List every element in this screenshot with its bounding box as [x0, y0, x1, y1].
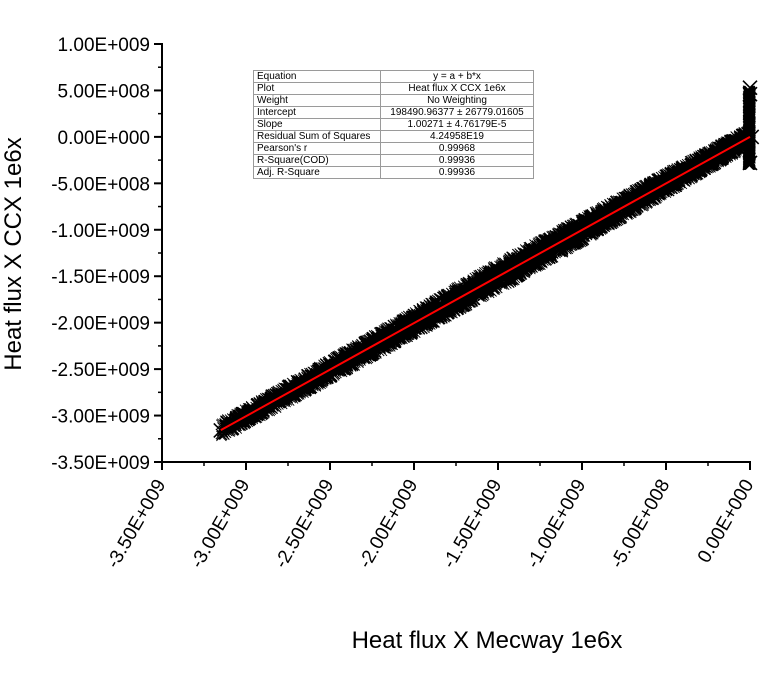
fit-table-value: 0.99968 — [380, 142, 534, 155]
x-tick-label: -1.50E+009 — [439, 476, 507, 572]
x-tick-label: 0.00E+000 — [694, 476, 758, 567]
fit-table-row: Adj. R-Square 0.99936 — [253, 166, 534, 179]
x-tick-label: -3.00E+009 — [187, 476, 255, 572]
x-tick-label: -3.50E+009 — [103, 476, 171, 572]
x-tick-label: -2.00E+009 — [355, 476, 423, 572]
y-tick-label: -5.00E+008 — [51, 174, 150, 195]
scatter-point — [742, 86, 758, 102]
fit-table-key: Intercept — [253, 106, 381, 119]
fit-table-key: Adj. R-Square — [253, 166, 381, 179]
fit-table-row: Residual Sum of Squares 4.24958E19 — [253, 130, 534, 143]
y-tick-label: -1.50E+009 — [51, 267, 150, 288]
fit-table-key: Slope — [253, 118, 381, 131]
x-axis-title: Heat flux X Mecway 1e6x — [352, 627, 623, 654]
fit-table-value: 1.00271 ± 4.76179E-5 — [380, 118, 534, 131]
fit-table-row: Equation y = a + b*x — [253, 70, 534, 83]
fit-table-row: R-Square(COD) 0.99936 — [253, 154, 534, 167]
y-tick-label: -2.50E+009 — [51, 360, 150, 381]
x-tick-label: -2.50E+009 — [271, 476, 339, 572]
fit-table-row: Plot Heat flux X CCX 1e6x — [253, 82, 534, 95]
fit-table-value: 4.24958E19 — [380, 130, 534, 143]
x-tick-label: -1.00E+009 — [523, 476, 591, 572]
fit-table-key: Residual Sum of Squares — [253, 130, 381, 143]
fit-table-row: Slope 1.00271 ± 4.76179E-5 — [253, 118, 534, 131]
scatter-points — [213, 80, 760, 442]
y-tick-label: 0.00E+000 — [58, 128, 150, 149]
y-axis-title: Heat flux X CCX 1e6x — [0, 137, 27, 370]
y-tick-label: -3.50E+009 — [51, 453, 150, 474]
fit-table-value: 198490.96377 ± 26779.01605 — [380, 106, 534, 119]
fit-table-key: Weight — [253, 94, 381, 107]
scatter-point — [742, 80, 758, 96]
y-tick-label: -2.00E+009 — [51, 314, 150, 335]
x-tick-label: -5.00E+008 — [607, 476, 675, 572]
fit-line — [220, 135, 751, 432]
fit-table-key: Equation — [253, 70, 381, 83]
fit-table-row: Weight No Weighting — [253, 94, 534, 107]
y-tick-label: -1.00E+009 — [51, 221, 150, 242]
fit-table-value: No Weighting — [380, 94, 534, 107]
fit-table-row: Intercept 198490.96377 ± 26779.01605 — [253, 106, 534, 119]
fit-table-value: 0.99936 — [380, 166, 534, 179]
fit-table-key: Pearson's r — [253, 142, 381, 155]
scatter-point — [744, 129, 760, 145]
fit-table-row: Pearson's r 0.99968 — [253, 142, 534, 155]
fit-results-table: Equation y = a + b*x Plot Heat flux X CCX 1… — [253, 70, 534, 179]
scatter-point — [213, 422, 229, 438]
fit-table-value: 0.99936 — [380, 154, 534, 167]
fit-table-key: R-Square(COD) — [253, 154, 381, 167]
fit-table-value: Heat flux X CCX 1e6x — [380, 82, 534, 95]
y-tick-label: 1.00E+009 — [58, 35, 150, 56]
fit-table-key: Plot — [253, 82, 381, 95]
fit-table-value: y = a + b*x — [380, 70, 534, 83]
y-tick-label: 5.00E+008 — [58, 81, 150, 102]
y-tick-label: -3.00E+009 — [51, 407, 150, 428]
scatter-point — [742, 155, 758, 171]
